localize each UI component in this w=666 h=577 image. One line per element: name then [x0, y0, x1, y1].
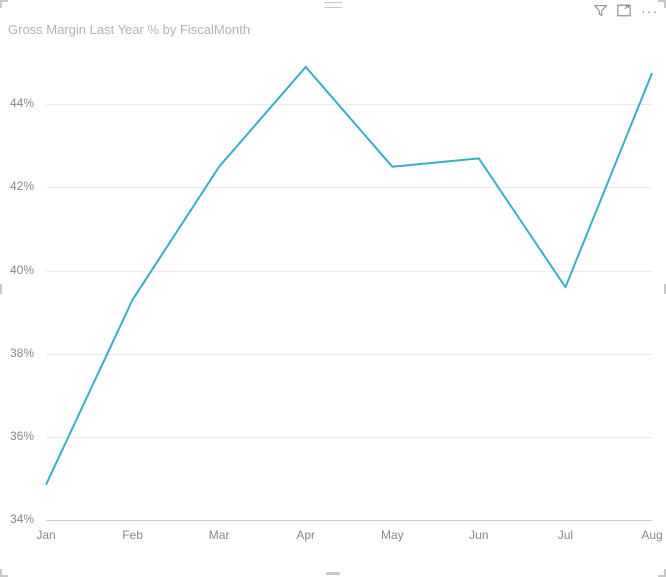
x-tick-label: Jun [469, 528, 488, 542]
x-tick-label: Aug [641, 528, 662, 542]
resize-handle-tl[interactable] [0, 0, 8, 8]
x-tick-label: Jan [36, 528, 55, 542]
resize-handle-tr[interactable] [658, 0, 666, 8]
focus-mode-icon[interactable] [617, 4, 631, 17]
resize-handle-br[interactable] [658, 569, 666, 577]
x-tick-label: May [381, 528, 404, 542]
x-tick-label: Apr [296, 528, 315, 542]
drag-grip-top[interactable] [324, 2, 342, 8]
x-tick-label: Jul [558, 528, 573, 542]
chart-plot-area: 34%36%38%40%42%44% JanFebMarAprMayJunJul… [6, 42, 660, 552]
resize-handle-left[interactable] [0, 284, 2, 294]
visual-header-icons: ··· [594, 4, 658, 17]
x-tick-label: Feb [122, 528, 143, 542]
x-tick-label: Mar [209, 528, 230, 542]
resize-handle-bl[interactable] [0, 569, 8, 577]
visual-container: ··· Gross Margin Last Year % by FiscalMo… [0, 0, 666, 577]
chart-title: Gross Margin Last Year % by FiscalMonth [8, 22, 250, 37]
more-options-icon[interactable]: ··· [641, 6, 658, 16]
line-series [6, 42, 656, 524]
filter-icon[interactable] [594, 4, 607, 17]
drag-grip-bottom[interactable] [326, 572, 340, 575]
